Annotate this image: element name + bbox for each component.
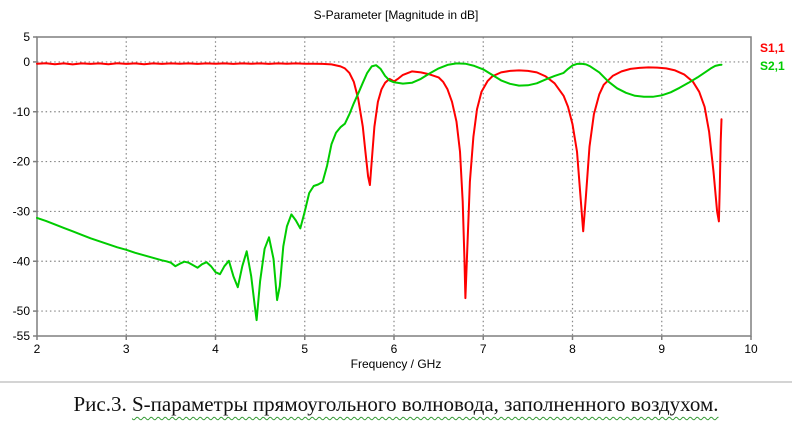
chart-title: S-Parameter [Magnitude in dB] xyxy=(313,8,479,22)
x-axis-label: Frequency / GHz xyxy=(350,357,442,371)
chart-legend: S1,1 S2,1 xyxy=(760,39,785,75)
legend-item-s11: S1,1 xyxy=(760,39,785,57)
figure-caption: Рис.3. S-параметры прямоугольного волнов… xyxy=(0,392,792,417)
legend-label-s11: S1,1 xyxy=(760,41,785,55)
svg-text:6: 6 xyxy=(391,342,398,356)
plot-svg: 2 3 4 5 6 7 8 9 10 5 0 -10 -20 -30 -40 -50 -55 xyxy=(13,30,758,356)
caption-prefix: Рис.3. xyxy=(73,392,132,416)
svg-text:9: 9 xyxy=(658,342,665,356)
svg-text:2: 2 xyxy=(34,342,41,356)
svg-text:-40: -40 xyxy=(13,254,31,268)
svg-text:-55: -55 xyxy=(13,329,31,343)
svg-text:4: 4 xyxy=(212,342,219,356)
svg-text:8: 8 xyxy=(569,342,576,356)
legend-label-s21: S2,1 xyxy=(760,59,785,73)
caption-underlined-text: S-параметры прямоугольного волновода, за… xyxy=(131,392,719,416)
svg-text:3: 3 xyxy=(123,342,130,356)
separator-line xyxy=(0,381,792,383)
svg-text:10: 10 xyxy=(744,342,758,356)
svg-text:-30: -30 xyxy=(13,204,31,218)
svg-text:-50: -50 xyxy=(13,304,31,318)
svg-text:5: 5 xyxy=(301,342,308,356)
svg-text:0: 0 xyxy=(23,55,30,69)
svg-text:-20: -20 xyxy=(13,155,31,169)
svg-text:-10: -10 xyxy=(13,105,31,119)
svg-text:5: 5 xyxy=(23,30,30,44)
svg-text:7: 7 xyxy=(480,342,487,356)
legend-item-s21: S2,1 xyxy=(760,57,785,75)
